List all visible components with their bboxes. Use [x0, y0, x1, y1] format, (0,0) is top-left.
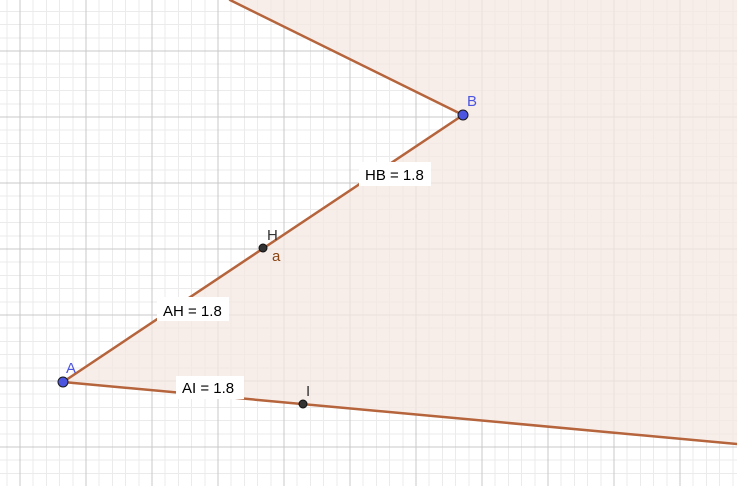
ray-from-b[interactable]: [228, 0, 465, 117]
measurement-label-hb[interactable]: HB = 1.8: [359, 162, 431, 186]
measurement-text-hb: HB = 1.8: [365, 167, 424, 184]
measurement-label-ah[interactable]: AH = 1.8: [157, 297, 229, 321]
point-label-i: I: [306, 383, 310, 400]
point-label-b: B: [467, 93, 477, 110]
segment-name-a: a: [272, 248, 281, 265]
shaded-region[interactable]: [63, 0, 737, 444]
point-label-a: A: [66, 360, 76, 377]
measurement-text-ah: AH = 1.8: [163, 303, 222, 320]
point-a[interactable]: [57, 376, 69, 388]
measurement-text-ai: AI = 1.8: [182, 380, 234, 397]
ray-from-a[interactable]: [61, 380, 737, 446]
point-b[interactable]: [457, 109, 469, 121]
measurement-label-ai[interactable]: AI = 1.8: [176, 376, 244, 399]
point-h[interactable]: [258, 243, 268, 253]
point-label-h: H: [267, 227, 278, 244]
point-i[interactable]: [298, 399, 308, 409]
